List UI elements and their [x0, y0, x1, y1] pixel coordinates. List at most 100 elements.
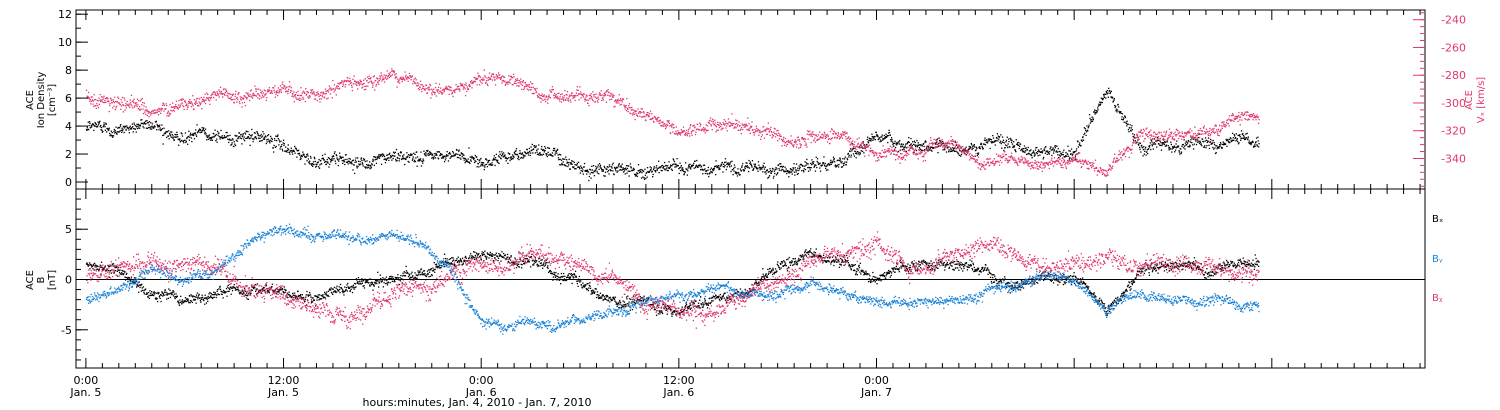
data-point	[977, 152, 979, 154]
data-point	[1233, 133, 1235, 136]
data-point	[1096, 111, 1098, 113]
data-point	[885, 136, 887, 138]
data-point	[454, 91, 456, 94]
data-point	[1050, 163, 1052, 165]
data-point	[357, 157, 359, 159]
data-point	[875, 131, 877, 134]
data-point	[107, 98, 109, 100]
data-point	[1044, 166, 1046, 168]
data-point	[883, 155, 885, 158]
data-point	[112, 136, 114, 138]
data-point	[623, 170, 626, 172]
data-point	[442, 156, 444, 158]
data-point	[667, 167, 670, 169]
data-point	[417, 85, 419, 87]
data-point	[574, 96, 576, 98]
data-point	[518, 85, 520, 87]
data-point	[310, 89, 312, 91]
data-point	[689, 125, 691, 127]
data-point	[637, 108, 639, 110]
data-point	[512, 77, 514, 79]
data-point	[749, 162, 751, 165]
data-point	[1025, 158, 1027, 160]
data-point	[706, 125, 709, 127]
data-point	[170, 136, 172, 138]
data-point	[685, 131, 687, 134]
data-point	[383, 158, 385, 161]
data-point	[562, 98, 564, 100]
data-point	[621, 163, 623, 165]
data-point	[275, 90, 277, 93]
data-point	[123, 126, 125, 128]
data-point	[935, 139, 937, 141]
data-point	[641, 108, 644, 110]
data-point	[366, 76, 369, 78]
data-point	[645, 177, 647, 180]
data-point	[419, 160, 421, 162]
data-point	[959, 147, 961, 149]
data-point	[448, 89, 450, 91]
data-point	[704, 168, 706, 170]
data-point	[377, 80, 379, 82]
data-point	[244, 133, 247, 135]
data-point	[1234, 137, 1237, 139]
data-point	[196, 102, 198, 104]
data-point	[288, 149, 290, 151]
data-point	[523, 156, 525, 158]
data-point	[872, 151, 874, 153]
data-point	[130, 94, 133, 96]
data-point	[616, 102, 618, 104]
data-point	[997, 135, 999, 137]
data-point	[657, 120, 659, 122]
data-point	[1114, 106, 1116, 109]
data-point	[1214, 152, 1217, 155]
data-point	[739, 125, 741, 127]
data-point	[363, 82, 365, 85]
data-point	[111, 132, 113, 134]
data-point	[975, 146, 978, 148]
data-point	[814, 164, 816, 166]
data-point	[851, 142, 853, 145]
data-point	[956, 151, 958, 153]
data-point	[766, 133, 769, 135]
data-point	[718, 168, 720, 171]
data-point	[763, 126, 765, 128]
data-point	[107, 100, 109, 102]
data-point	[619, 166, 621, 168]
data-point	[956, 141, 958, 143]
data-point	[322, 91, 324, 93]
data-point	[592, 100, 594, 102]
data-point	[458, 88, 460, 90]
data-point	[349, 77, 351, 80]
data-point	[780, 165, 783, 168]
data-point	[108, 127, 110, 129]
data-point	[276, 90, 278, 92]
data-point	[996, 137, 998, 140]
data-point	[1158, 143, 1160, 145]
data-point	[517, 79, 519, 81]
data-point	[848, 136, 850, 138]
data-point	[773, 131, 775, 133]
data-point	[383, 154, 385, 156]
data-point	[584, 98, 587, 101]
data-point	[468, 83, 470, 86]
data-point	[938, 144, 940, 146]
data-point	[285, 90, 288, 92]
data-point	[532, 86, 534, 88]
data-point	[1071, 159, 1073, 161]
data-point	[689, 127, 691, 129]
data-point	[694, 133, 697, 136]
data-point	[739, 168, 742, 170]
data-point	[526, 86, 528, 88]
data-point	[151, 125, 153, 127]
data-point	[807, 131, 810, 133]
data-point	[1010, 152, 1013, 154]
data-point	[631, 114, 634, 116]
data-point	[652, 168, 655, 171]
data-point	[205, 99, 207, 101]
data-point	[761, 166, 763, 168]
data-point	[263, 96, 265, 98]
data-point	[1223, 143, 1226, 146]
data-point	[870, 140, 872, 142]
data-point	[970, 142, 972, 145]
